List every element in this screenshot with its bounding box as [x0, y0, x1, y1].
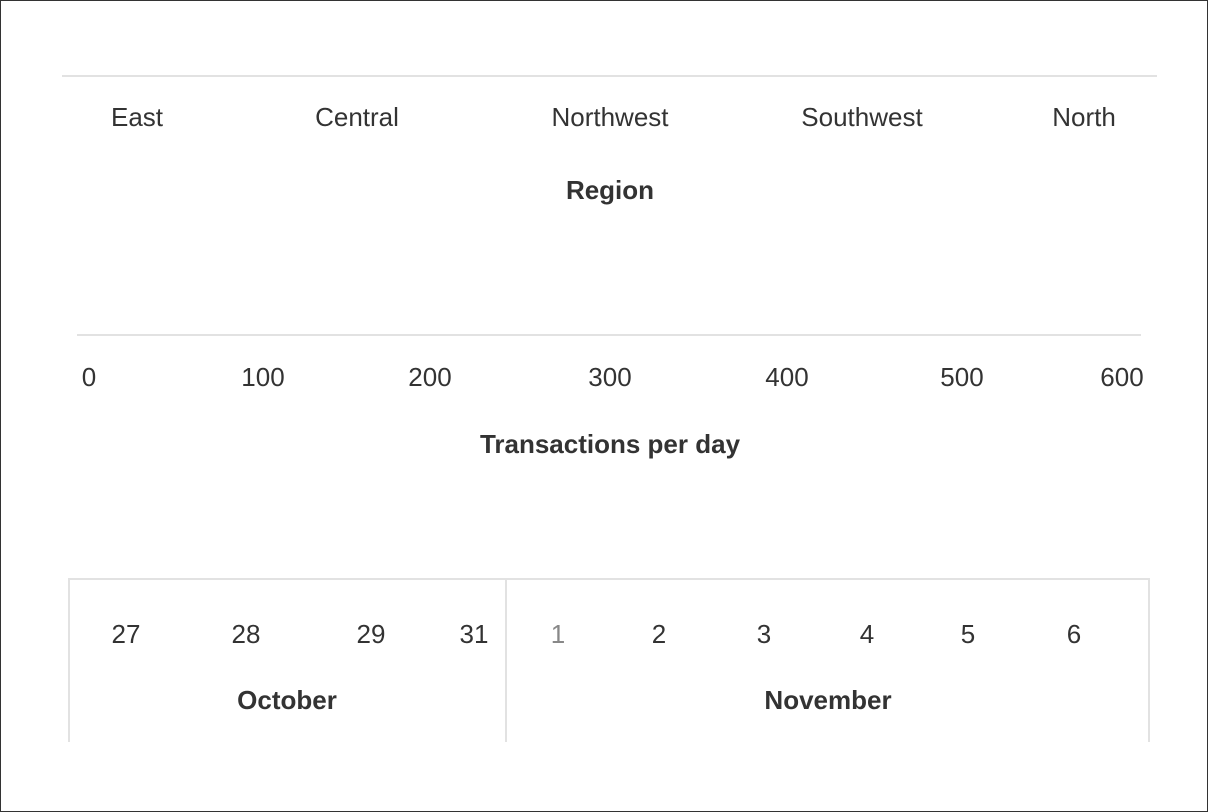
- day-label: 29: [357, 619, 386, 649]
- value-tick-label: 100: [241, 362, 284, 392]
- region-label: Northwest: [551, 102, 669, 132]
- value-axis-title: Transactions per day: [480, 429, 741, 459]
- month-label: October: [237, 685, 337, 715]
- region-label: North: [1052, 102, 1116, 132]
- region-label: East: [111, 102, 164, 132]
- value-tick-label: 200: [408, 362, 451, 392]
- day-label: 2: [652, 619, 666, 649]
- value-tick-label: 500: [940, 362, 983, 392]
- region-label: Southwest: [801, 102, 923, 132]
- day-label: 31: [460, 619, 489, 649]
- day-label: 5: [961, 619, 975, 649]
- value-tick-label: 0: [82, 362, 96, 392]
- day-label: 28: [232, 619, 261, 649]
- value-tick-label: 300: [588, 362, 631, 392]
- value-tick-label: 600: [1100, 362, 1143, 392]
- day-label: 1: [551, 619, 565, 649]
- value-tick-label: 400: [765, 362, 808, 392]
- day-label: 3: [757, 619, 771, 649]
- day-label: 6: [1067, 619, 1081, 649]
- region-axis-title: Region: [566, 175, 654, 205]
- day-label: 27: [112, 619, 141, 649]
- month-label: November: [764, 685, 891, 715]
- region-label: Central: [315, 102, 399, 132]
- day-label: 4: [860, 619, 874, 649]
